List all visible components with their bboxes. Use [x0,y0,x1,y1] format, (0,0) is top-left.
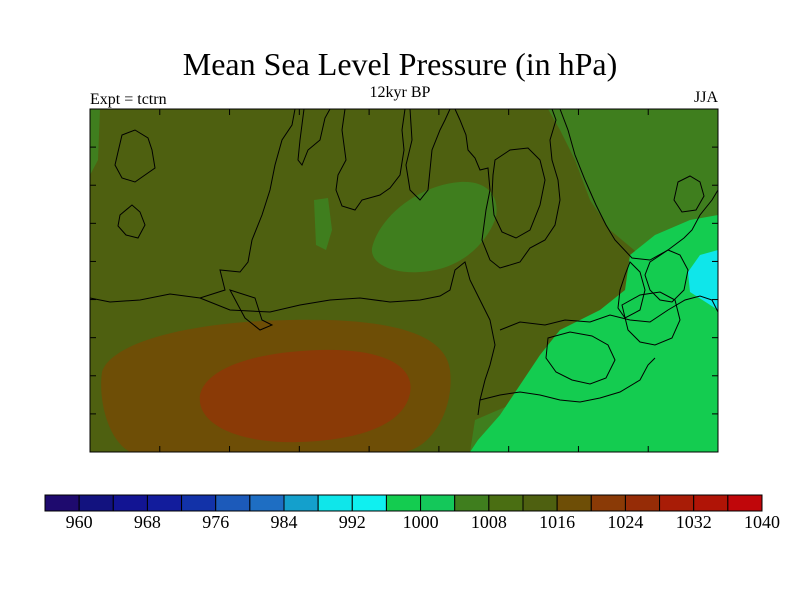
colorbar-box [420,494,456,512]
colorbar-box [44,494,80,512]
period-subtitle: 12kyr BP [369,84,431,101]
mid-pressure-region-west [90,109,100,175]
colorbar-box [146,494,183,512]
colorbar-boxes [44,494,763,512]
colorbar-box [522,494,558,512]
coastline-southeast-lake [545,331,616,385]
pressure-field [90,109,718,452]
colorbar-tick-label: 976 [202,512,230,532]
coastline-main-landmass [90,109,406,303]
colorbar-box [283,494,319,512]
colorbar-tick-label: 1000 [402,512,439,532]
coastline-west-island [114,129,156,183]
season-label: JJA [693,89,718,106]
colorbar-box [78,494,114,512]
mid-pressure-region-center [371,181,497,273]
colorbar-tick-label: 1040 [744,512,780,532]
colorbar-box [317,494,353,512]
coastline-east-islands [673,175,705,213]
lowest-pressure-region [688,250,718,310]
colorbar-tick-label: 1024 [607,512,644,532]
colorbar-box [385,494,422,512]
coastline-central-peninsula [228,289,274,331]
colorbar-box [215,494,251,512]
colorbar-tick-label: 1008 [470,512,507,532]
coastline-east-interior [559,109,718,261]
coastline-inland-lake [491,147,546,239]
low-pressure-region [470,215,718,452]
coastline-west-small-island [117,204,146,239]
colorbar-box [590,494,626,512]
colorbar-box [727,494,763,512]
coastline-outlines [90,109,718,416]
colorbar-box [351,494,387,512]
map-frame [89,108,719,453]
colorbar-box [454,494,490,512]
colorbar-tick-label: 1016 [539,512,576,532]
high-pressure-core-region [199,349,411,443]
colorbar-tick-label: 960 [65,512,93,532]
colorbar-box [488,494,524,512]
colorbar-tick-label: 984 [270,512,298,532]
colorbar-box [112,494,148,512]
coastline-eastern-landmass [405,109,561,269]
frame-tick-marks [90,109,718,452]
map-title: Mean Sea Level Pressure (in hPa) [182,46,618,82]
coastline-southern-shore [199,261,496,416]
colorbar-tick-label: 968 [133,512,161,532]
colorbar-box [693,494,729,512]
colorbar-box [624,494,661,512]
colorbar-tick-label: 1032 [675,512,712,532]
coastline-south-southeast [479,357,656,403]
coastline-east-shore [644,249,689,303]
experiment-label: Expt = tctrn [90,91,167,108]
colorbar-box [659,494,695,512]
colorbar-tick-label: 992 [338,512,366,532]
colorbar-box [556,494,592,512]
colorbar-box [249,494,285,512]
coastline-southeast-region [499,295,718,331]
colorbar-box [181,494,217,512]
coastline-east-peninsula [621,291,681,346]
mid-pressure-region-small [314,198,332,250]
